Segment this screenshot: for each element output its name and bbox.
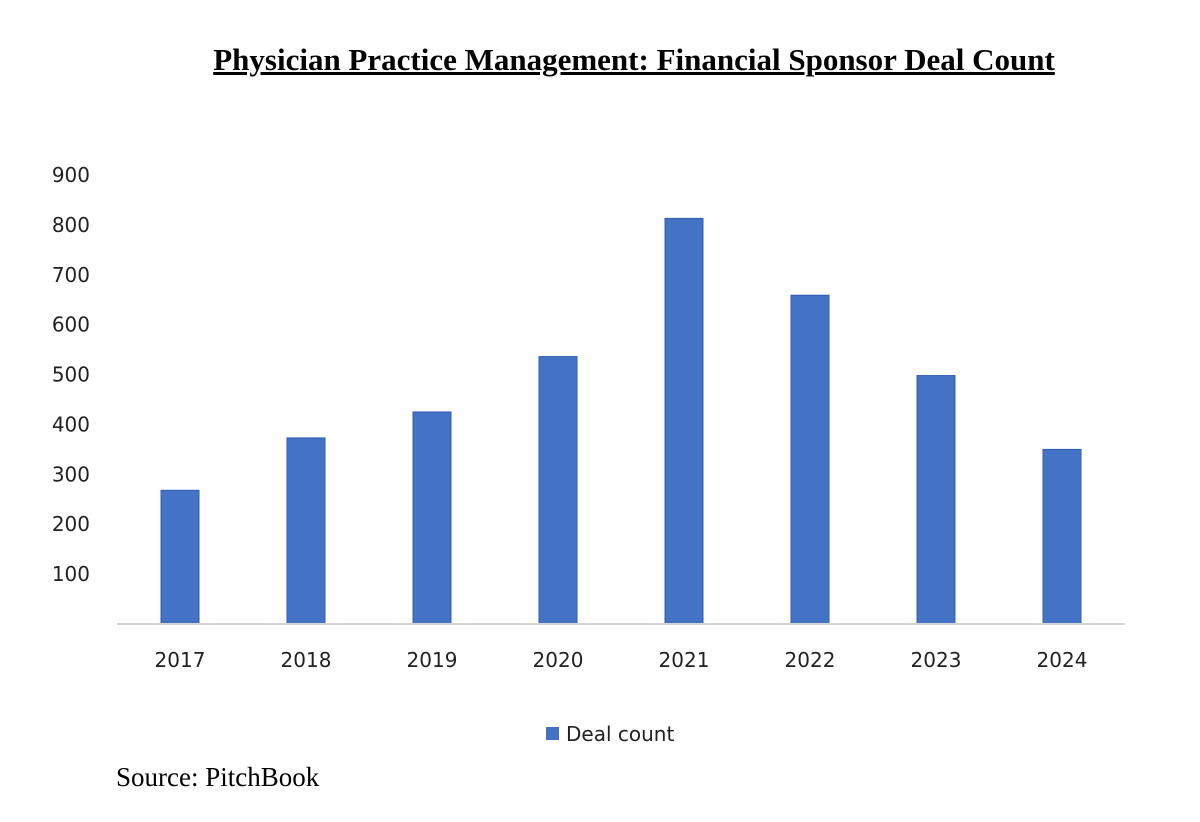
x-tick-label: 2020 bbox=[533, 648, 584, 672]
bar-2022 bbox=[790, 294, 830, 625]
y-tick-label: 100 bbox=[52, 562, 90, 586]
x-tick-label: 2017 bbox=[155, 648, 206, 672]
x-tick-label: 2023 bbox=[911, 648, 962, 672]
x-tick-label: 2021 bbox=[659, 648, 710, 672]
y-tick-label: 300 bbox=[52, 462, 90, 486]
bar-2018 bbox=[286, 437, 326, 625]
source-note: Source: PitchBook bbox=[116, 762, 320, 792]
bar-2021 bbox=[664, 217, 704, 625]
bar-2017 bbox=[160, 489, 200, 625]
bar-2024 bbox=[1042, 448, 1082, 625]
x-tick-label: 2024 bbox=[1037, 648, 1088, 672]
y-tick-label: 700 bbox=[52, 263, 90, 287]
y-tick-label: 600 bbox=[52, 313, 90, 337]
bar-2019 bbox=[412, 411, 452, 625]
bar-2020 bbox=[538, 356, 578, 625]
y-tick-label: 400 bbox=[52, 412, 90, 436]
legend-label: Deal count bbox=[566, 722, 674, 746]
x-tick-label: 2019 bbox=[407, 648, 458, 672]
y-tick-label: 200 bbox=[52, 512, 90, 536]
y-tick-label: 800 bbox=[52, 213, 90, 237]
bar-2023 bbox=[916, 375, 956, 625]
y-tick-label: 900 bbox=[52, 163, 90, 187]
x-tick-label: 2018 bbox=[281, 648, 332, 672]
legend-swatch bbox=[546, 727, 559, 740]
chart-title: Physician Practice Management: Financial… bbox=[213, 42, 1055, 77]
y-tick-label: 500 bbox=[52, 363, 90, 387]
x-tick-label: 2022 bbox=[785, 648, 836, 672]
